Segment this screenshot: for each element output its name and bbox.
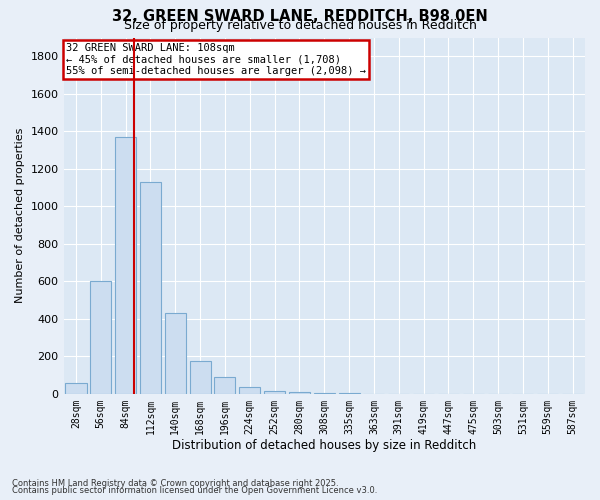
Bar	[165, 313, 186, 394]
Text: Contains HM Land Registry data © Crown copyright and database right 2025.: Contains HM Land Registry data © Crown c…	[12, 478, 338, 488]
Bar	[140, 182, 161, 394]
Bar	[190, 361, 211, 394]
Bar	[264, 391, 285, 394]
X-axis label: Distribution of detached houses by size in Redditch: Distribution of detached houses by size …	[172, 440, 476, 452]
Text: 32, GREEN SWARD LANE, REDDITCH, B98 0EN: 32, GREEN SWARD LANE, REDDITCH, B98 0EN	[112, 9, 488, 24]
Bar	[239, 388, 260, 394]
Bar	[115, 137, 136, 394]
Bar	[65, 382, 86, 394]
Text: Contains public sector information licensed under the Open Government Licence v3: Contains public sector information licen…	[12, 486, 377, 495]
Bar	[214, 377, 235, 394]
Text: 32 GREEN SWARD LANE: 108sqm
← 45% of detached houses are smaller (1,708)
55% of : 32 GREEN SWARD LANE: 108sqm ← 45% of det…	[66, 43, 366, 76]
Text: Size of property relative to detached houses in Redditch: Size of property relative to detached ho…	[124, 19, 476, 32]
Bar	[90, 282, 112, 394]
Y-axis label: Number of detached properties: Number of detached properties	[15, 128, 25, 304]
Bar	[289, 392, 310, 394]
